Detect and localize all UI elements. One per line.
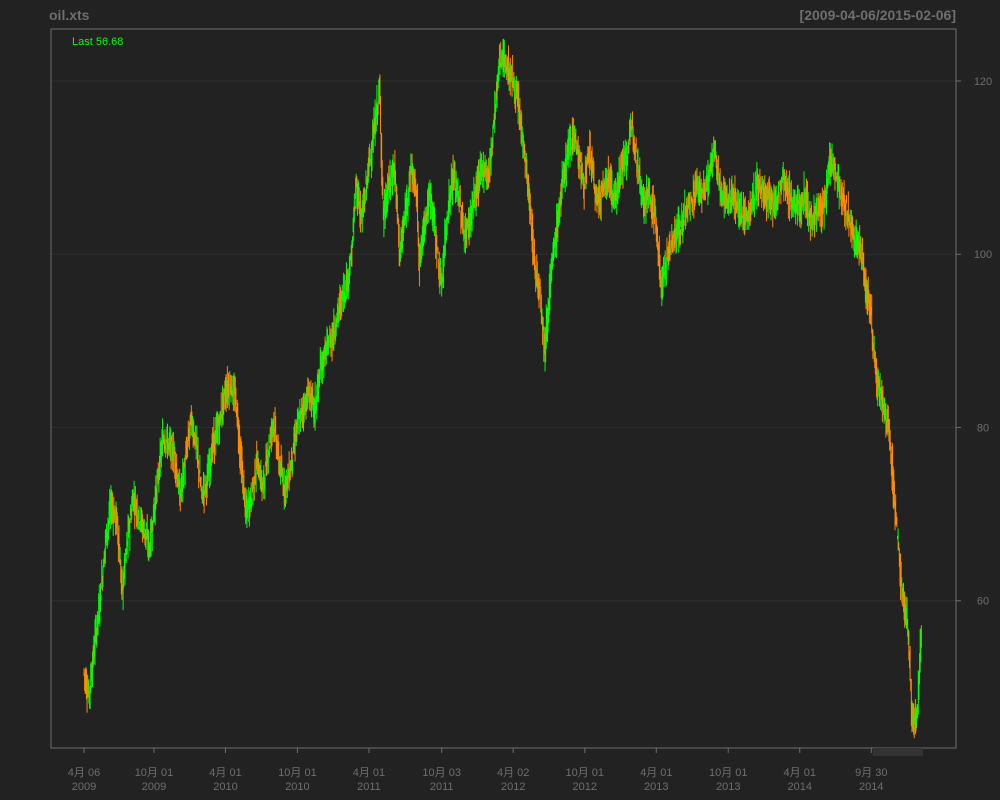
x-tick-year-label: 2010 [213,781,237,793]
x-tick-label: 4月 02 [497,767,529,779]
date-range-label: [2009-04-06/2015-02-06] [799,7,956,23]
x-tick-label: 9月 30 [855,767,887,779]
x-tick-year-label: 2011 [357,781,381,793]
last-value-label: Last 56.68 [72,36,124,48]
y-tick-label: 80 [977,422,989,434]
x-tick-year-label: 2009 [142,781,166,793]
x-axis-end-marker [873,748,923,756]
x-tick-year-label: 2011 [430,781,454,793]
x-tick-year-label: 2013 [644,781,668,793]
x-tick-label: 10月 03 [422,767,461,779]
y-tick-label: 120 [974,76,992,88]
x-tick-label: 4月 01 [353,767,385,779]
x-tick-label: 10月 01 [565,767,604,779]
x-tick-label: 10月 01 [709,767,748,779]
x-tick-year-label: 2012 [501,781,525,793]
x-tick-label: 4月 01 [209,767,241,779]
x-tick-year-label: 2014 [788,781,812,793]
x-tick-year-label: 2014 [859,781,883,793]
x-tick-year-label: 2010 [285,781,309,793]
x-tick-label: 4月 01 [784,767,816,779]
plot-frame [50,28,957,749]
x-tick-label: 10月 01 [278,767,317,779]
x-tick-label: 4月 01 [640,767,672,779]
chart-title: oil.xts [49,7,90,23]
y-tick-label: 60 [977,596,989,608]
y-tick-label: 100 [974,249,992,261]
x-tick-label: 10月 01 [135,767,174,779]
x-tick-year-label: 2009 [72,781,96,793]
x-tick-year-label: 2012 [573,781,597,793]
x-tick-label: 4月 06 [68,767,100,779]
x-tick-year-label: 2013 [716,781,740,793]
